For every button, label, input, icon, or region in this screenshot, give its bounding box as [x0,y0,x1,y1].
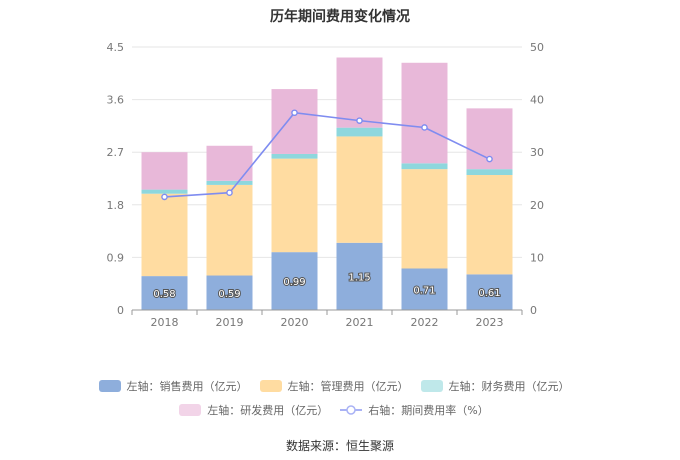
x-tick-label: 2023 [476,316,504,329]
legend-swatch-admin [259,380,282,392]
bar-segment [141,276,188,310]
legend-row-1: 左轴：销售费用（亿元） 左轴：管理费用（亿元） 左轴：财务费用（亿元） [0,378,680,394]
rate-point [486,155,493,163]
bar-data-label: 1.15 [348,272,370,283]
bar-segment [271,252,318,310]
y-right-tick-label: 30 [530,146,544,159]
x-tick-label: 2021 [346,316,374,329]
y-right-tick-label: 40 [530,94,544,107]
rate-point [226,189,233,197]
legend-swatch-finance [420,380,443,392]
bar-segment [206,184,253,276]
y-right-tick-label: 50 [530,41,544,54]
bar-segment [206,180,253,185]
bar-segment [401,62,448,164]
bar-segment [271,158,318,253]
bar-segment [206,275,253,310]
bar-segment [141,152,188,190]
chart-legend: 左轴：销售费用（亿元） 左轴：管理费用（亿元） 左轴：财务费用（亿元） 左轴：研… [0,378,680,426]
rate-point [161,193,168,201]
x-tick-label: 2018 [151,316,179,329]
legend-item-rate[interactable]: 右轴：期间费用率（%） [340,402,489,418]
bar-data-label: 0.58 [153,289,175,300]
legend-item-finance[interactable]: 左轴：财务费用（亿元） [420,378,570,394]
x-tick-label: 2019 [216,316,244,329]
chart-title: 历年期间费用变化情况 [270,9,410,25]
bar-segment [206,145,253,181]
chart-plot-area: 0 0.9 1.8 2.7 3.6 4.5 0 10 20 30 40 50 0.58 0.59 0.99 1… [107,41,545,329]
rate-line [164,111,490,198]
legend-swatch-rnd [179,404,202,416]
bar-segment [401,169,448,269]
y-right-tick-label: 0 [530,304,537,317]
bar-segment [336,136,383,243]
bar-segment [141,193,188,277]
bar-segment [271,89,318,154]
legend-label-admin: 左轴：管理费用（亿元） [287,380,409,393]
legend-row-2: 左轴：研发费用（亿元） 右轴：期间费用率（%） [0,402,680,418]
bar-segment [466,174,513,275]
bar-data-label: 0.99 [283,277,305,288]
legend-label-sales: 左轴：销售费用（亿元） [126,380,248,393]
legend-label-rnd: 左轴：研发费用（亿元） [207,404,329,417]
y-right-tick-label: 20 [530,199,544,212]
y-left-tick-label: 0 [117,304,124,317]
bar-segment [466,169,513,175]
legend-label-finance: 左轴：财务费用（亿元） [448,380,570,393]
bar-segment [271,153,318,159]
bar-segment [336,127,383,137]
bar-data-label: 0.71 [413,285,435,296]
legend-swatch-rate [340,405,363,415]
y-left-tick-label: 2.7 [107,146,125,159]
rate-point [356,117,363,124]
bar-segment [336,242,383,310]
legend-item-admin[interactable]: 左轴：管理费用（亿元） [259,378,409,394]
bar-segment [336,57,383,128]
legend-item-sales[interactable]: 左轴：销售费用（亿元） [98,378,248,394]
legend-label-rate: 右轴：期间费用率（%） [368,404,489,417]
y-left-tick-label: 3.6 [107,94,125,107]
bar-data-label: 0.59 [218,289,240,300]
bar-segment [401,163,448,170]
y-left-tick-label: 0.9 [107,251,125,264]
legend-item-rnd[interactable]: 左轴：研发费用（亿元） [179,402,328,418]
y-left-tick-label: 4.5 [107,41,125,54]
bar-segment [141,189,188,194]
legend-swatch-sales [98,380,121,392]
bar-data-label: 0.61 [478,288,500,299]
x-tick-label: 2022 [411,316,439,329]
y-left-tick-label: 1.8 [107,199,125,212]
rate-point [291,109,298,117]
bar-segment [466,274,513,310]
data-source-note: 数据来源：恒生聚源 [285,439,394,453]
x-tick-label: 2020 [281,316,309,329]
rate-point [421,124,428,131]
y-right-tick-label: 10 [530,251,544,264]
bar-segment [401,268,448,310]
